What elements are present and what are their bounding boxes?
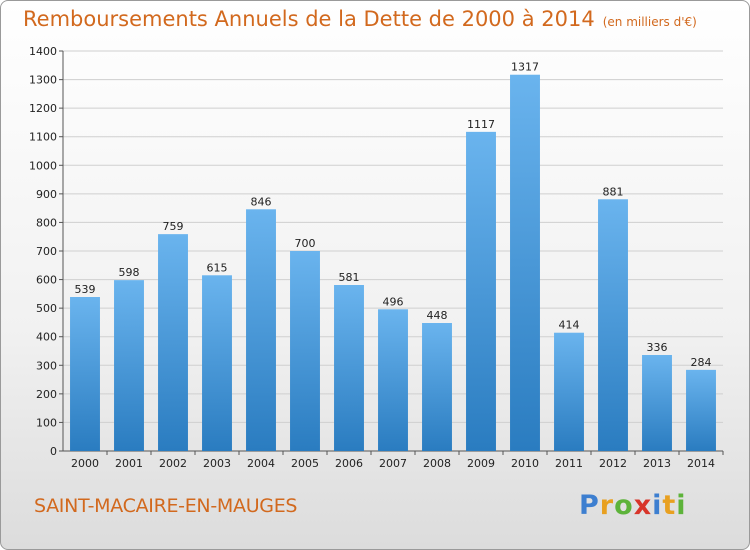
bar — [158, 234, 188, 451]
x-tick-label: 2005 — [291, 457, 319, 470]
data-label: 598 — [119, 266, 140, 279]
bar — [466, 131, 496, 451]
y-tick-label: 1000 — [29, 159, 57, 172]
logo-letter: P — [579, 490, 600, 521]
bar — [334, 285, 364, 451]
logo-letter: r — [599, 490, 615, 521]
logo-letter: x — [633, 490, 653, 521]
data-label: 700 — [295, 237, 316, 250]
data-label: 581 — [339, 271, 360, 284]
commune-name: SAINT-MACAIRE-EN-MAUGES — [34, 495, 298, 517]
x-tick-label: 2002 — [159, 457, 187, 470]
data-label: 1117 — [467, 118, 495, 131]
logo-letter: t — [662, 490, 677, 521]
y-tick-label: 100 — [36, 416, 57, 429]
data-label: 414 — [559, 319, 580, 332]
chart-unit: (en milliers d'€) — [602, 15, 697, 29]
x-tick-label: 2008 — [423, 457, 451, 470]
y-tick-label: 600 — [36, 274, 57, 287]
bar — [686, 369, 716, 451]
bar — [422, 323, 452, 451]
y-tick-label: 300 — [36, 359, 57, 372]
y-tick-label: 500 — [36, 302, 57, 315]
x-tick-label: 2014 — [687, 457, 715, 470]
x-tick-label: 2013 — [643, 457, 671, 470]
data-label: 336 — [647, 341, 668, 354]
chart-title: Remboursements Annuels de la Dette de 20… — [23, 7, 697, 31]
bar — [554, 332, 584, 451]
bar — [378, 309, 408, 451]
y-tick-label: 0 — [50, 445, 57, 458]
data-label: 846 — [251, 195, 272, 208]
bar — [642, 355, 672, 451]
proxiti-logo: Proxiti — [579, 490, 687, 521]
y-tick-label: 900 — [36, 188, 57, 201]
x-tick-label: 2003 — [203, 457, 231, 470]
x-tick-label: 2007 — [379, 457, 407, 470]
x-tick-label: 2006 — [335, 457, 363, 470]
y-tick-label: 1400 — [29, 45, 57, 58]
data-label: 539 — [75, 283, 96, 296]
data-label: 759 — [163, 220, 184, 233]
y-tick-label: 1100 — [29, 131, 57, 144]
data-label: 1317 — [511, 61, 539, 74]
data-label: 496 — [383, 295, 404, 308]
y-tick-label: 1200 — [29, 102, 57, 115]
y-tick-label: 1300 — [29, 74, 57, 87]
bars — [70, 74, 716, 451]
bar — [202, 275, 232, 451]
bar — [246, 209, 276, 451]
y-tick-label: 800 — [36, 216, 57, 229]
data-label: 881 — [603, 185, 624, 198]
bar — [70, 297, 100, 451]
logo-letter: i — [652, 490, 663, 521]
chart-title-text: Remboursements Annuels de la Dette de 20… — [23, 7, 595, 31]
y-tick-label: 200 — [36, 388, 57, 401]
bar — [290, 251, 320, 451]
logo-letter: i — [676, 490, 687, 521]
x-tick-label: 2000 — [71, 457, 99, 470]
x-tick-label: 2012 — [599, 457, 627, 470]
x-tick-label: 2004 — [247, 457, 275, 470]
y-tick-label: 400 — [36, 331, 57, 344]
x-tick-label: 2001 — [115, 457, 143, 470]
y-tick-label: 700 — [36, 245, 57, 258]
x-tick-label: 2011 — [555, 457, 583, 470]
bar — [114, 280, 144, 451]
x-tick-label: 2010 — [511, 457, 539, 470]
logo-letter: o — [614, 490, 634, 521]
data-label: 615 — [207, 261, 228, 274]
labels: 0 100 200 300 400 500 600 700 800 900 1000 1100 1200… — [29, 45, 715, 470]
data-label: 284 — [691, 356, 712, 369]
x-tick-label: 2009 — [467, 457, 495, 470]
data-label: 448 — [427, 309, 448, 322]
bar — [510, 74, 540, 451]
bar — [598, 199, 628, 451]
